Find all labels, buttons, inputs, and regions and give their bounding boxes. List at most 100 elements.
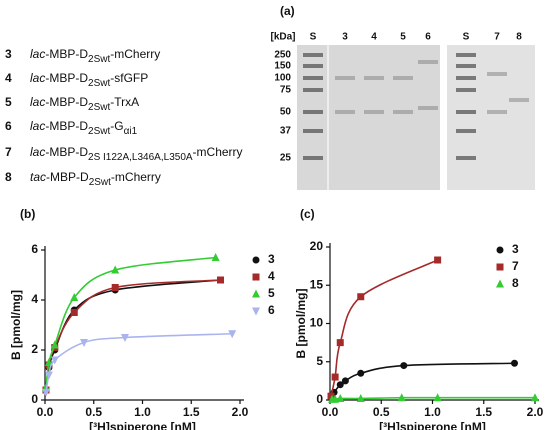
promoter: lac <box>30 119 45 133</box>
legend-label: 8 <box>512 276 519 290</box>
gel-panel <box>447 45 535 190</box>
data-point <box>120 334 129 342</box>
construct-name: lac-MBP-D2Swt-TrxA <box>30 95 139 112</box>
construct-body: -MBP-D <box>45 145 88 159</box>
gel-band <box>418 106 438 110</box>
x-axis-label: [³H]spiperone [nM] <box>89 420 196 430</box>
gel-band <box>393 110 413 114</box>
marker-label: 150 <box>274 61 291 72</box>
promoter: lac <box>30 71 45 85</box>
promoter: lac <box>30 95 45 109</box>
legend-label: 7 <box>512 259 519 273</box>
data-point <box>531 393 539 402</box>
data-point <box>336 393 345 402</box>
gel-panel <box>297 45 440 190</box>
promoter: lac <box>30 47 45 61</box>
gel-band <box>418 60 438 64</box>
x-axis-label: [³H]spiperone [nM] <box>379 420 486 430</box>
data-point <box>357 293 365 301</box>
construct-body: -MBP-D <box>45 95 88 109</box>
construct-subscript: 2S I122A,L346A,L350A <box>88 152 193 163</box>
lane-label: 6 <box>425 32 431 43</box>
fit-line <box>45 332 233 393</box>
marker-band <box>456 110 476 114</box>
y-tick-label: 15 <box>310 277 324 291</box>
construct-number: 5 <box>5 95 12 109</box>
promoter: tac <box>30 170 46 184</box>
y-tick-label: 4 <box>31 292 38 306</box>
legend-swatch <box>252 289 260 298</box>
y-tick-label: 2 <box>31 342 38 356</box>
legend-label: 4 <box>268 269 275 283</box>
data-point <box>111 284 119 291</box>
marker-band <box>303 110 323 114</box>
marker-band <box>303 64 323 68</box>
y-tick-label: 10 <box>310 316 324 330</box>
data-point <box>336 339 344 347</box>
construct-suffix: -mCherry <box>193 145 243 159</box>
marker-band <box>456 156 476 160</box>
fit-line <box>330 362 515 399</box>
x-tick-label: 2.0 <box>232 405 249 419</box>
construct-number: 4 <box>5 71 12 85</box>
marker-label: 25 <box>280 153 292 164</box>
y-axis-label: B [pmol/mg] <box>9 290 23 360</box>
data-point <box>511 359 518 367</box>
marker-band <box>456 76 476 80</box>
construct-suffix: -TrxA <box>110 95 139 109</box>
legend-swatch <box>252 256 260 264</box>
construct-subscript: 2Swt <box>88 78 110 89</box>
x-tick-label: 1.5 <box>183 405 200 419</box>
data-point <box>434 256 442 264</box>
data-point <box>336 381 344 389</box>
construct-subscript: 2Swt <box>88 54 110 65</box>
marker-band <box>303 129 323 133</box>
y-tick-label: 6 <box>31 242 38 256</box>
data-point <box>70 293 79 301</box>
construct-body: -MBP-D <box>45 119 88 133</box>
legend-label: 3 <box>268 252 275 266</box>
data-point <box>44 371 53 380</box>
gel-band <box>335 110 355 114</box>
marker-band <box>303 88 323 92</box>
construct-subscript: 2Swt <box>89 177 111 188</box>
marker-band <box>456 88 476 92</box>
construct-suffix: -mCherry <box>111 170 161 184</box>
lane-label: S <box>463 32 470 43</box>
data-point <box>228 330 237 339</box>
x-tick-label: 2.0 <box>527 405 544 419</box>
gel-band <box>487 72 507 76</box>
lane-label: 8 <box>516 32 522 43</box>
construct-body: -MBP-D <box>46 170 89 184</box>
data-point <box>50 356 59 365</box>
marker-label: 50 <box>280 107 292 118</box>
data-point <box>211 253 220 261</box>
promoter: lac <box>30 145 45 159</box>
construct-subscript: 2Swt <box>88 102 110 113</box>
data-point <box>41 389 50 397</box>
construct-suffix: -mCherry <box>110 47 160 61</box>
data-point <box>111 265 120 274</box>
construct-number: 8 <box>5 170 12 184</box>
panel-label: (a) <box>280 4 295 18</box>
gel-band <box>364 110 384 114</box>
data-point <box>341 377 349 385</box>
x-tick-label: 1.0 <box>134 405 151 419</box>
construct-name: tac-MBP-D2Swt-mCherry <box>30 170 161 187</box>
construct-suffix: -sfGFP <box>110 71 148 85</box>
gel-unit-label: [kDa] <box>270 32 295 43</box>
data-point <box>50 340 59 349</box>
y-tick-label: 20 <box>310 239 324 253</box>
legend-swatch <box>496 279 504 288</box>
y-tick-label: 0 <box>31 392 38 406</box>
construct-name: lac-MBP-D2S I122A,L346A,L350A-mCherry <box>30 145 243 162</box>
marker-band <box>456 53 476 57</box>
marker-band <box>456 129 476 133</box>
marker-band <box>303 76 323 80</box>
lane-label: 3 <box>342 32 348 43</box>
legend-label: 5 <box>268 286 275 300</box>
data-point <box>397 393 406 402</box>
data-point <box>80 339 88 347</box>
lane-label: 7 <box>494 32 500 43</box>
gel-band <box>335 76 355 80</box>
